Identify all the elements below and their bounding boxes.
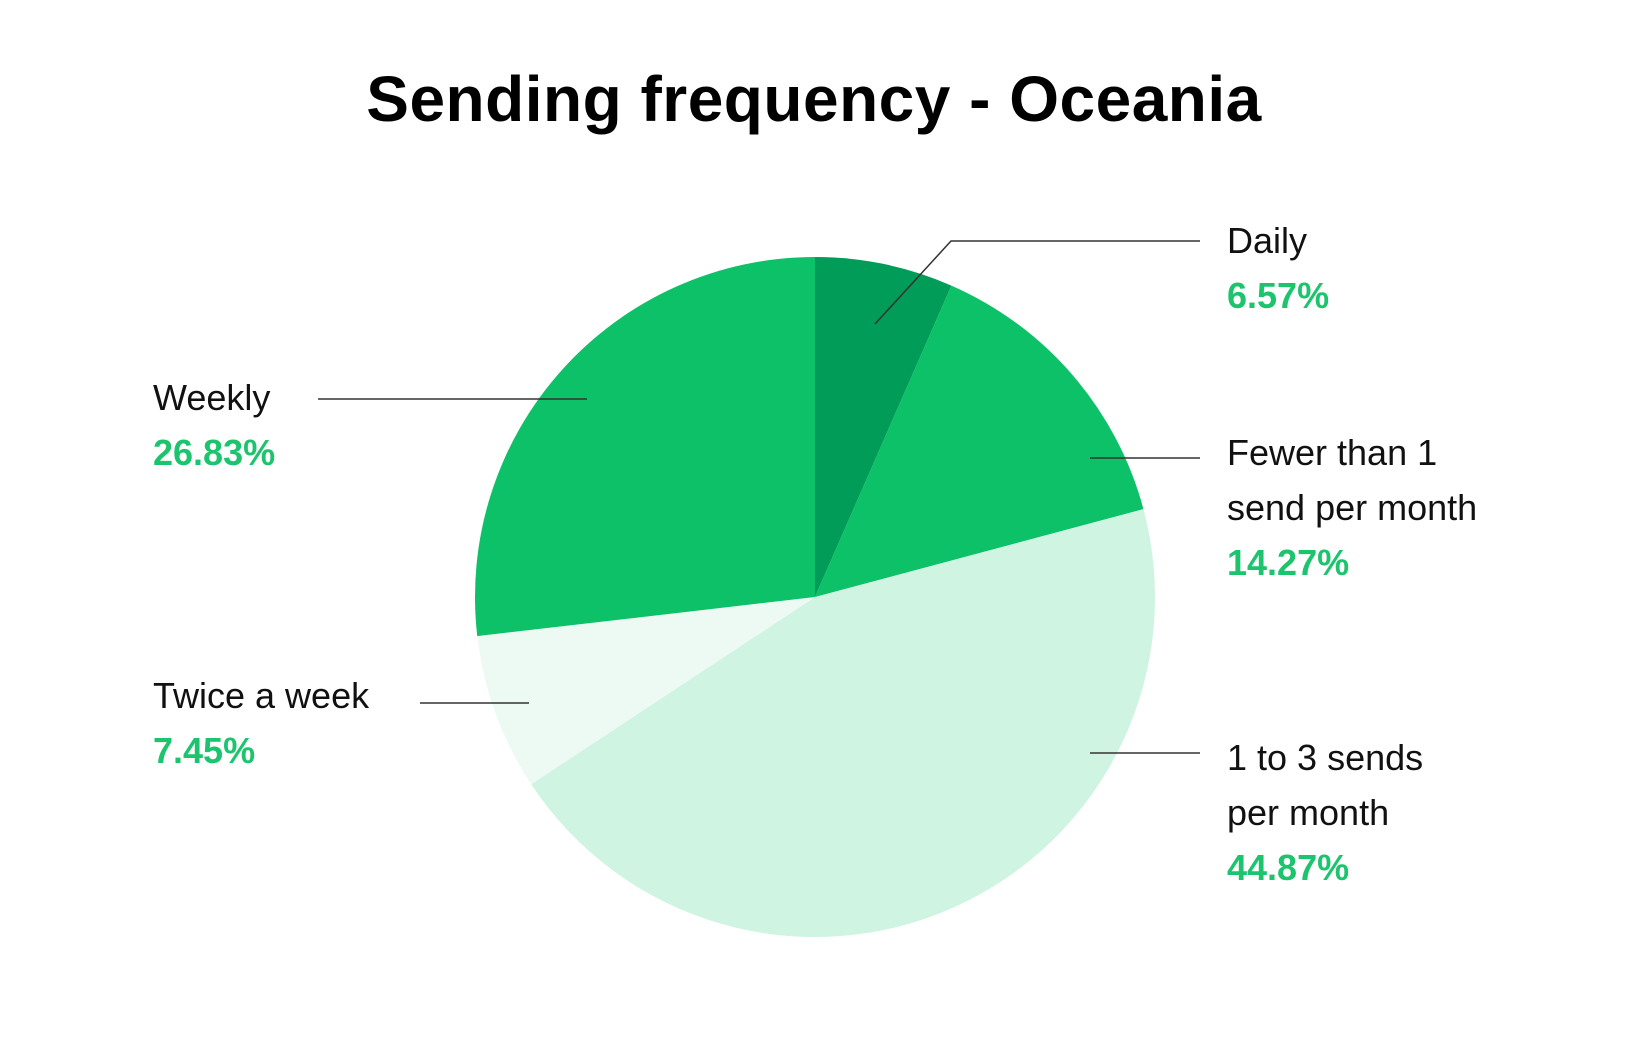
- chart-title: Sending frequency - Oceania: [366, 63, 1262, 135]
- slice-value: 26.83%: [153, 432, 276, 473]
- slice-label-1-to-3: 1 to 3 sends per month 44.87%: [1227, 730, 1423, 895]
- pie-slice-twice-a-week: [477, 597, 815, 785]
- slice-label-daily: Daily 6.57%: [1227, 213, 1329, 323]
- slice-name: Daily: [1227, 220, 1308, 261]
- leader-lines: [318, 240, 1200, 754]
- slice-value: 14.27%: [1227, 542, 1350, 583]
- pie-slices: [475, 257, 1155, 938]
- slice-label-fewer-than-1: Fewer than 1 send per month 14.27%: [1227, 425, 1477, 590]
- slice-value: 6.57%: [1227, 275, 1330, 316]
- pie-slice-weekly: [475, 257, 815, 637]
- slice-label-twice-a-week: Twice a week 7.45%: [153, 668, 369, 778]
- pie-slice-fewer-than-1: [815, 285, 1144, 597]
- pie-slice-daily: [815, 257, 952, 597]
- slice-name: Weekly: [153, 377, 271, 418]
- slice-value: 7.45%: [153, 730, 256, 771]
- slice-value: 44.87%: [1227, 847, 1350, 888]
- leader-line-daily: [874, 240, 1200, 325]
- pie-slice-1-to-3: [531, 509, 1155, 938]
- slice-label-weekly: Weekly 26.83%: [153, 370, 275, 480]
- slice-name: Fewer than 1 send per month: [1227, 432, 1478, 528]
- slice-name: 1 to 3 sends per month: [1227, 737, 1424, 833]
- slice-name: Twice a week: [153, 675, 370, 716]
